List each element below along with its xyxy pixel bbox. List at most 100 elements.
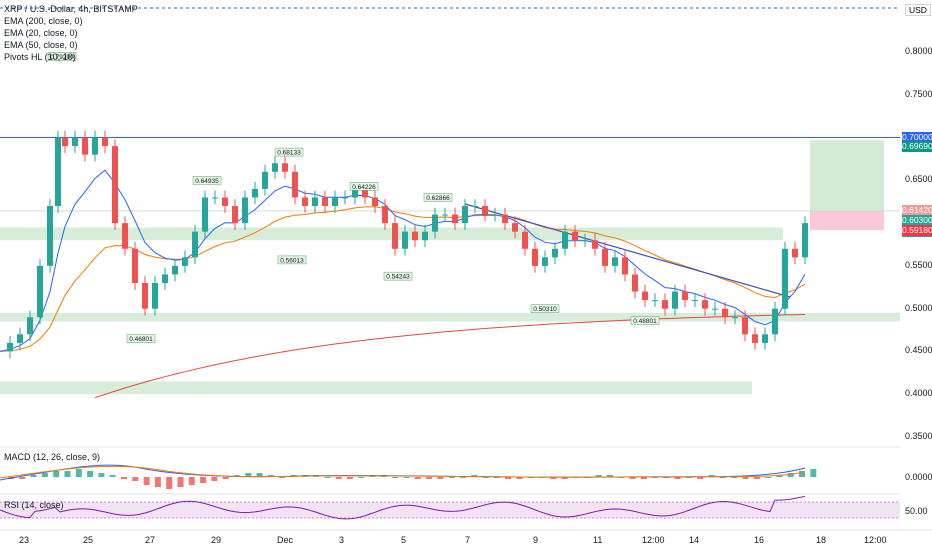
candle-body xyxy=(732,317,738,319)
candle-body xyxy=(582,240,588,242)
macd-bar xyxy=(245,473,252,477)
pivot-label-box xyxy=(274,147,304,157)
legend-ema50[interactable]: EMA (50, close, 0) xyxy=(4,40,78,50)
candle-body xyxy=(152,283,158,309)
candle-body xyxy=(682,291,688,301)
candle-body xyxy=(262,171,268,189)
macd-bar xyxy=(143,477,150,485)
candle-body xyxy=(622,257,628,275)
stop-loss-zone[interactable] xyxy=(810,210,884,231)
pivot-label-box xyxy=(349,182,379,191)
candle-body xyxy=(532,248,538,266)
trendline[interactable] xyxy=(464,203,791,298)
time-axis-label: 3 xyxy=(339,535,345,545)
time-axis-label: 16 xyxy=(754,535,765,545)
currency-button[interactable]: USD xyxy=(905,4,931,16)
candle-body xyxy=(662,300,668,309)
macd-bar xyxy=(799,471,805,477)
candle-body xyxy=(802,223,808,258)
macd-bar xyxy=(606,475,613,477)
candle-body xyxy=(92,137,98,155)
candle-body xyxy=(402,231,408,249)
macd-bar xyxy=(87,471,94,477)
pivot-label-box xyxy=(126,334,156,343)
macd-bar xyxy=(347,477,353,479)
candle-body xyxy=(282,163,288,172)
legend-pivots[interactable]: Pivots HL (10, 10) xyxy=(4,52,76,62)
signal-line xyxy=(0,465,806,479)
legend-rsi[interactable]: RSI (14, close) xyxy=(4,500,64,510)
macd-bar xyxy=(437,477,444,479)
pivot-label-box xyxy=(423,193,453,202)
time-axis-label: 12:00 xyxy=(864,535,887,545)
macd-bar xyxy=(448,477,455,478)
candle-body xyxy=(352,188,358,198)
candle-body xyxy=(722,308,728,318)
price-axis[interactable] xyxy=(900,0,932,550)
candle-body xyxy=(132,248,138,283)
price-tag: 0.60300 xyxy=(902,215,932,227)
candle-body xyxy=(492,214,498,216)
candle-body xyxy=(322,197,328,206)
macd-bar xyxy=(753,477,760,479)
candle-body xyxy=(55,137,61,206)
macd-bar xyxy=(640,477,647,479)
candle-body xyxy=(542,257,548,266)
macd-bar xyxy=(109,475,116,477)
macd-bar xyxy=(75,469,82,477)
candle-body xyxy=(632,274,638,292)
macd-bar xyxy=(403,477,410,478)
candle-body xyxy=(512,223,518,232)
macd-bar xyxy=(188,477,195,485)
support-zone[interactable] xyxy=(0,227,783,241)
time-axis-label: 11 xyxy=(593,535,603,545)
rsi-axis-label: 50.00 xyxy=(905,506,928,516)
legend-macd[interactable]: MACD (12, 26, close, 9) xyxy=(4,452,101,462)
candle-body xyxy=(7,342,13,352)
macd-bar xyxy=(177,477,184,487)
take-profit-zone[interactable] xyxy=(810,140,884,211)
support-zone[interactable] xyxy=(0,381,752,395)
pivot-label: 0.64935 xyxy=(195,178,219,185)
candle-body xyxy=(242,197,248,224)
pivot-label-box xyxy=(630,316,660,325)
symbol-title[interactable]: XRP / U.S.-Dollar, 4h, BITSTAMP xyxy=(4,4,138,14)
macd-bar xyxy=(64,471,71,477)
price-tag: 0.59180 xyxy=(902,224,932,236)
macd-bar xyxy=(121,477,127,479)
legend-ema200[interactable]: EMA (200, close, 0) xyxy=(4,16,83,26)
candle-body xyxy=(712,308,718,310)
candle-body xyxy=(302,197,308,206)
macd-bar xyxy=(493,477,500,478)
candle-body xyxy=(552,248,558,258)
price-tag: 0.69690 xyxy=(902,140,932,152)
macd-bar xyxy=(335,477,342,479)
candle-body xyxy=(652,300,658,302)
candle-body xyxy=(172,265,178,275)
pivot-label: 0.50310 xyxy=(533,306,557,313)
candle-body xyxy=(422,231,428,241)
time-axis-label: 18 xyxy=(816,535,827,545)
macd-bar xyxy=(595,475,602,477)
candle-body xyxy=(522,231,528,249)
pivot-label: 0.54243 xyxy=(386,274,410,281)
candle-body xyxy=(442,214,448,216)
support-zone[interactable] xyxy=(0,312,900,322)
time-axis-label: 7 xyxy=(465,535,471,545)
legend-ema20[interactable]: EMA (20, close, 0) xyxy=(4,28,78,38)
candle-body xyxy=(182,257,188,266)
candle-body xyxy=(272,163,278,172)
candle-body xyxy=(642,291,648,301)
pivot-label: 0.48801 xyxy=(633,318,657,325)
candle-body xyxy=(162,274,168,283)
candle-body xyxy=(192,231,198,258)
candle-body xyxy=(762,334,768,343)
candle-body xyxy=(252,188,258,198)
time-axis-label: 12:00 xyxy=(642,535,665,545)
